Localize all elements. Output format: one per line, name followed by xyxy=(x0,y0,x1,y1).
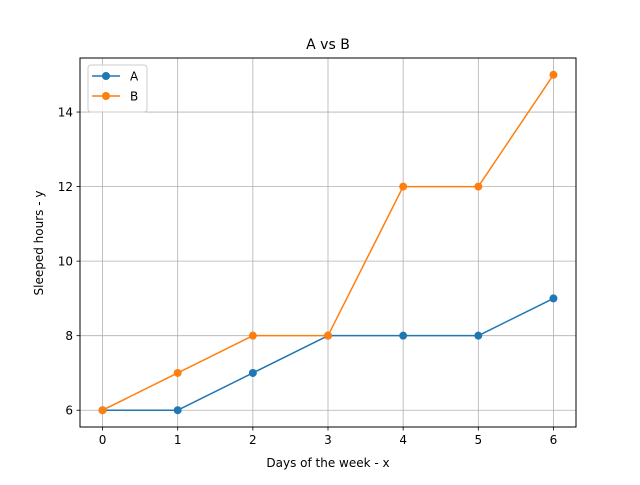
series-b-point xyxy=(399,182,408,191)
series-a-point xyxy=(399,331,408,340)
series-b-point xyxy=(173,368,182,377)
y-tick-label: 8 xyxy=(65,329,73,343)
series-a-point xyxy=(173,406,182,415)
legend-b-label: B xyxy=(130,90,138,104)
series-a-point xyxy=(248,368,257,377)
series-b-point xyxy=(248,331,257,340)
legend-b-marker xyxy=(102,92,110,100)
series-layer xyxy=(98,70,558,415)
series-a-point xyxy=(474,331,483,340)
legend-a-label: A xyxy=(130,70,139,84)
x-tick-label: 6 xyxy=(550,433,558,447)
y-axis-label: Sleeped hours - y xyxy=(32,191,46,296)
series-a-point xyxy=(549,294,558,303)
x-tick-label: 2 xyxy=(249,433,257,447)
series-b-point xyxy=(324,331,332,340)
x-tick-label: 1 xyxy=(174,433,182,447)
x-tick-label: 3 xyxy=(324,433,332,447)
x-axis-label: Days of the week - x xyxy=(266,456,389,470)
x-tick-label: 0 xyxy=(99,433,107,447)
legend-a-marker xyxy=(102,72,110,80)
y-tick-label: 10 xyxy=(58,255,73,269)
chart-title: A vs B xyxy=(306,37,350,53)
x-tick-label: 5 xyxy=(474,433,482,447)
series-b xyxy=(98,70,558,415)
x-tick-label: 4 xyxy=(399,433,407,447)
y-tick-label: 12 xyxy=(58,180,73,194)
legend: AB xyxy=(87,64,148,113)
y-tick-label: 6 xyxy=(65,404,73,418)
series-b-point xyxy=(549,70,558,79)
y-tick-label: 14 xyxy=(58,106,73,120)
series-b-point xyxy=(474,182,483,191)
series-b-point xyxy=(98,406,107,415)
